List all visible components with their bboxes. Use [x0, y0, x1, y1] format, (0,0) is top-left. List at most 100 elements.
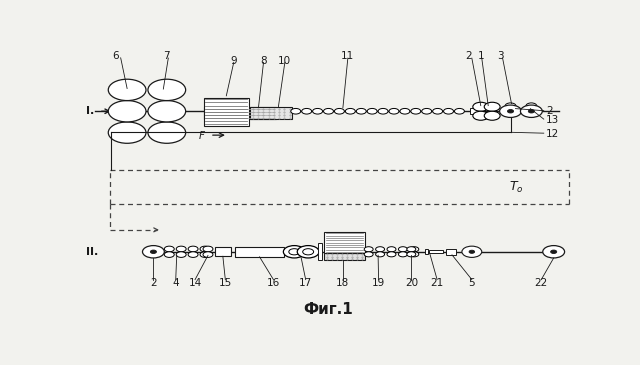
Circle shape [500, 105, 522, 118]
Circle shape [399, 247, 408, 252]
Text: 2: 2 [547, 106, 553, 116]
Bar [324, 232, 365, 253]
Circle shape [203, 246, 213, 252]
Circle shape [520, 105, 542, 118]
Text: 15: 15 [219, 278, 232, 288]
Bar [324, 253, 365, 260]
Circle shape [376, 247, 385, 252]
Circle shape [367, 108, 377, 114]
Circle shape [387, 252, 396, 257]
Circle shape [200, 252, 210, 257]
Text: 17: 17 [299, 278, 312, 288]
Circle shape [389, 108, 399, 114]
Circle shape [364, 247, 373, 252]
Bar [425, 249, 428, 254]
Text: 13: 13 [547, 115, 559, 125]
Circle shape [543, 246, 564, 258]
Bar [429, 250, 443, 253]
Circle shape [108, 79, 146, 101]
Circle shape [505, 103, 516, 109]
Circle shape [303, 249, 314, 255]
Circle shape [148, 79, 186, 101]
Circle shape [176, 246, 186, 252]
Text: 2: 2 [150, 278, 157, 288]
Text: $F$: $F$ [198, 129, 206, 141]
Text: 7: 7 [163, 51, 170, 61]
Circle shape [400, 108, 410, 114]
Circle shape [410, 247, 419, 252]
Circle shape [484, 111, 500, 120]
Text: 9: 9 [230, 56, 237, 66]
Bar [204, 107, 276, 119]
Circle shape [346, 108, 355, 114]
Circle shape [407, 247, 416, 252]
Circle shape [176, 252, 186, 257]
Bar [204, 98, 248, 126]
Circle shape [335, 108, 344, 114]
Text: Фиг.1: Фиг.1 [303, 302, 353, 317]
Text: 3: 3 [497, 51, 504, 61]
Text: 19: 19 [372, 278, 385, 288]
Circle shape [444, 108, 454, 114]
Circle shape [473, 102, 489, 111]
Text: I.: I. [86, 106, 94, 116]
Text: 2: 2 [465, 51, 472, 61]
Text: II.: II. [86, 247, 98, 257]
Text: 12: 12 [547, 129, 559, 139]
Circle shape [473, 111, 489, 120]
Circle shape [297, 246, 319, 258]
Circle shape [108, 101, 146, 122]
Text: 11: 11 [341, 51, 355, 61]
Circle shape [462, 246, 482, 257]
Circle shape [356, 108, 366, 114]
Text: $T_o$: $T_o$ [509, 180, 524, 195]
Circle shape [454, 108, 465, 114]
Bar [318, 243, 322, 260]
Circle shape [411, 108, 420, 114]
Text: 21: 21 [431, 278, 444, 288]
Bar [236, 247, 284, 257]
Circle shape [469, 250, 475, 253]
Bar [250, 107, 292, 119]
Circle shape [143, 246, 164, 258]
Text: 1: 1 [477, 51, 484, 61]
Text: 4: 4 [172, 278, 179, 288]
Circle shape [188, 246, 198, 252]
Text: 5: 5 [468, 278, 475, 288]
Circle shape [148, 122, 186, 143]
Circle shape [407, 252, 416, 257]
Circle shape [150, 250, 156, 254]
Circle shape [324, 108, 333, 114]
Circle shape [526, 103, 537, 109]
Text: 16: 16 [267, 278, 280, 288]
Circle shape [284, 246, 305, 258]
Circle shape [550, 250, 557, 254]
Text: 18: 18 [336, 278, 349, 288]
Circle shape [312, 108, 323, 114]
Bar [215, 247, 231, 256]
Circle shape [508, 110, 513, 113]
Text: 10: 10 [278, 56, 291, 66]
Circle shape [387, 247, 396, 252]
Circle shape [291, 108, 301, 114]
Circle shape [108, 122, 146, 143]
Circle shape [422, 108, 431, 114]
Text: 8: 8 [260, 56, 267, 66]
Text: 20: 20 [404, 278, 418, 288]
Circle shape [376, 252, 385, 257]
Circle shape [378, 108, 388, 114]
Circle shape [164, 252, 174, 257]
Text: 6: 6 [113, 51, 119, 61]
Circle shape [148, 101, 186, 122]
Bar [470, 108, 481, 114]
Circle shape [399, 252, 408, 257]
Text: 14: 14 [188, 278, 202, 288]
Circle shape [289, 249, 300, 255]
Circle shape [364, 252, 373, 257]
Circle shape [203, 252, 213, 257]
Circle shape [200, 246, 210, 252]
Circle shape [433, 108, 443, 114]
Circle shape [188, 252, 198, 257]
Bar [446, 249, 456, 255]
Circle shape [164, 246, 174, 252]
